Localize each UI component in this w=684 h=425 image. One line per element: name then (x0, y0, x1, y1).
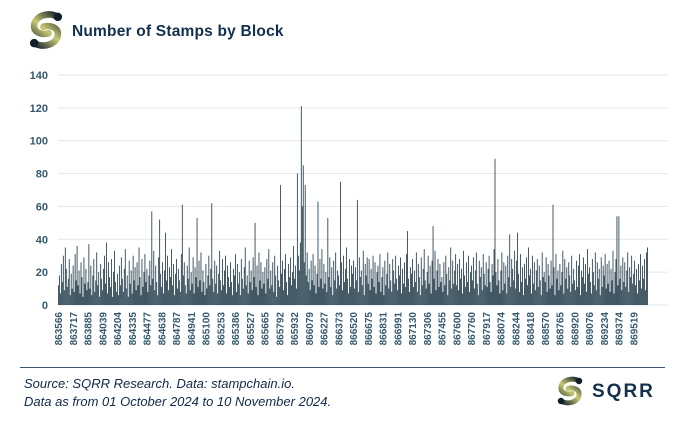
footer-note: Source: SQRR Research. Data: stampchain.… (24, 375, 331, 411)
x-tick-label: 866227 (320, 312, 331, 346)
x-tick-label: 868418 (526, 312, 537, 346)
x-tick-label: 864787 (172, 312, 183, 346)
page-title: Number of Stamps by Block (72, 23, 284, 40)
x-tick-label: 864204 (113, 312, 124, 346)
x-tick-label: 864477 (143, 312, 154, 346)
x-tick-label: 865932 (290, 312, 301, 346)
chart-canvas: 0 20 40 60 80 100 120 140 863566 863717 863885 8640… (30, 70, 668, 346)
x-tick-label: 865527 (246, 312, 257, 346)
x-tick-label: 866831 (379, 312, 390, 346)
x-tick-label: 863717 (69, 312, 80, 346)
x-tick-label: 867130 (408, 312, 419, 346)
x-tick-label: 865665 (261, 312, 272, 346)
svg-text:80: 80 (36, 169, 48, 181)
x-tick-label: 866991 (393, 312, 404, 346)
svg-text:60: 60 (36, 201, 48, 213)
x-tick-label: 865253 (216, 312, 227, 346)
x-tick-label: 868920 (570, 312, 581, 346)
x-tick-label: 866079 (305, 312, 316, 346)
x-tick-label: 868244 (511, 312, 522, 346)
x-tick-label: 866373 (334, 312, 345, 346)
x-tick-label: 869374 (615, 312, 626, 346)
x-tick-label: 865386 (231, 312, 242, 346)
sqrr-s-icon (29, 11, 63, 49)
x-tick-label: 864335 (128, 312, 139, 346)
x-tick-label: 869234 (600, 312, 611, 346)
x-tick-label: 865100 (202, 312, 213, 346)
footer-divider (20, 367, 665, 368)
svg-text:40: 40 (36, 234, 48, 246)
x-tick-label: 869519 (629, 312, 640, 346)
x-tick-label: 863885 (84, 312, 95, 346)
x-tick-label: 868074 (497, 312, 508, 346)
x-tick-label: 866675 (364, 312, 375, 346)
svg-text:100: 100 (30, 136, 48, 148)
x-tick-label: 866520 (349, 312, 360, 346)
x-tick-label: 867306 (423, 312, 434, 346)
x-tick-label: 867917 (482, 312, 493, 346)
source-line: Source: SQRR Research. Data: stampchain.… (24, 376, 295, 391)
date-range-line: Data as from 01 October 2024 to 10 Novem… (24, 394, 332, 409)
x-tick-label: 867455 (438, 312, 449, 346)
x-tick-label: 869076 (585, 312, 596, 346)
brand-lockup: SQRR (554, 374, 655, 408)
x-tick-label: 863566 (54, 312, 65, 346)
x-tick-label: 868570 (541, 312, 552, 346)
stamps-by-block-chart: 0 20 40 60 80 100 120 140 863566 863717 863885 8640… (20, 63, 668, 365)
x-tick-label: 867600 (452, 312, 463, 346)
svg-text:0: 0 (42, 300, 48, 312)
x-tick-label: 864039 (98, 312, 109, 346)
x-tick-label: 864638 (157, 312, 168, 346)
sqrr-s-icon (557, 376, 583, 406)
x-tick-label: 865792 (275, 312, 286, 346)
x-tick-label: 867760 (467, 312, 478, 346)
x-tick-label: 868765 (556, 312, 567, 346)
svg-text:120: 120 (30, 103, 48, 115)
x-tick-label: 864941 (187, 312, 198, 346)
brand-wordmark: SQRR (592, 381, 655, 402)
svg-text:140: 140 (30, 70, 48, 82)
svg-text:20: 20 (36, 267, 48, 279)
